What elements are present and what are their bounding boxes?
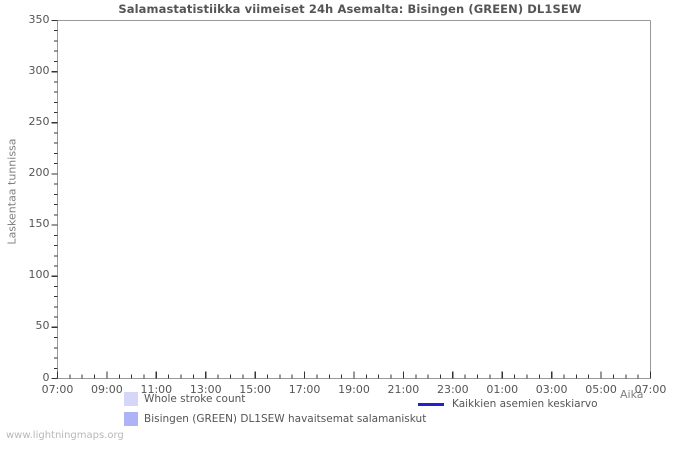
x-tick-label: 07:00 <box>41 382 74 396</box>
axis-ticks <box>51 19 652 380</box>
legend-label: Whole stroke count <box>144 393 246 405</box>
x-tick-label: 01:00 <box>486 382 519 396</box>
x-tick-label: 19:00 <box>338 382 370 396</box>
x-axis-label: Aika <box>620 388 644 401</box>
x-tick-label: 03:00 <box>535 382 568 396</box>
y-tick-label: 200 <box>28 165 50 179</box>
x-tick-label: 07:00 <box>634 382 667 396</box>
y-tick-label: 250 <box>28 114 50 128</box>
x-tick-label: 05:00 <box>585 382 617 396</box>
x-tick-label: 11:00 <box>140 382 173 396</box>
x-tick-label: 23:00 <box>436 382 469 396</box>
chart-title: Salamastatistiikka viimeiset 24h Asemalt… <box>118 2 582 16</box>
y-tick-label: 0 <box>42 370 50 384</box>
y-tick-label: 50 <box>35 319 50 333</box>
x-tick-label: 21:00 <box>387 382 420 396</box>
plot-frame <box>57 20 651 379</box>
legend-swatch <box>124 392 138 406</box>
x-tick-label: 13:00 <box>189 382 222 396</box>
legend-swatch <box>124 412 138 426</box>
y-axis-label: Laskentaa tunnissa <box>5 138 19 245</box>
y-tick-label: 150 <box>28 217 50 231</box>
x-tick-label: 09:00 <box>91 382 123 396</box>
x-tick-label: 17:00 <box>288 382 321 396</box>
legend-label: Kaikkien asemien keskiarvo <box>452 398 598 410</box>
y-tick-label: 100 <box>28 268 50 282</box>
legend-line-sample <box>418 403 444 406</box>
y-tick-label: 350 <box>28 12 50 26</box>
y-tick-label: 300 <box>28 63 50 77</box>
watermark: www.lightningmaps.org <box>6 430 124 441</box>
legend-label: Bisingen (GREEN) DL1SEW havaitsemat sala… <box>144 413 427 425</box>
x-tick-label: 15:00 <box>239 382 271 396</box>
